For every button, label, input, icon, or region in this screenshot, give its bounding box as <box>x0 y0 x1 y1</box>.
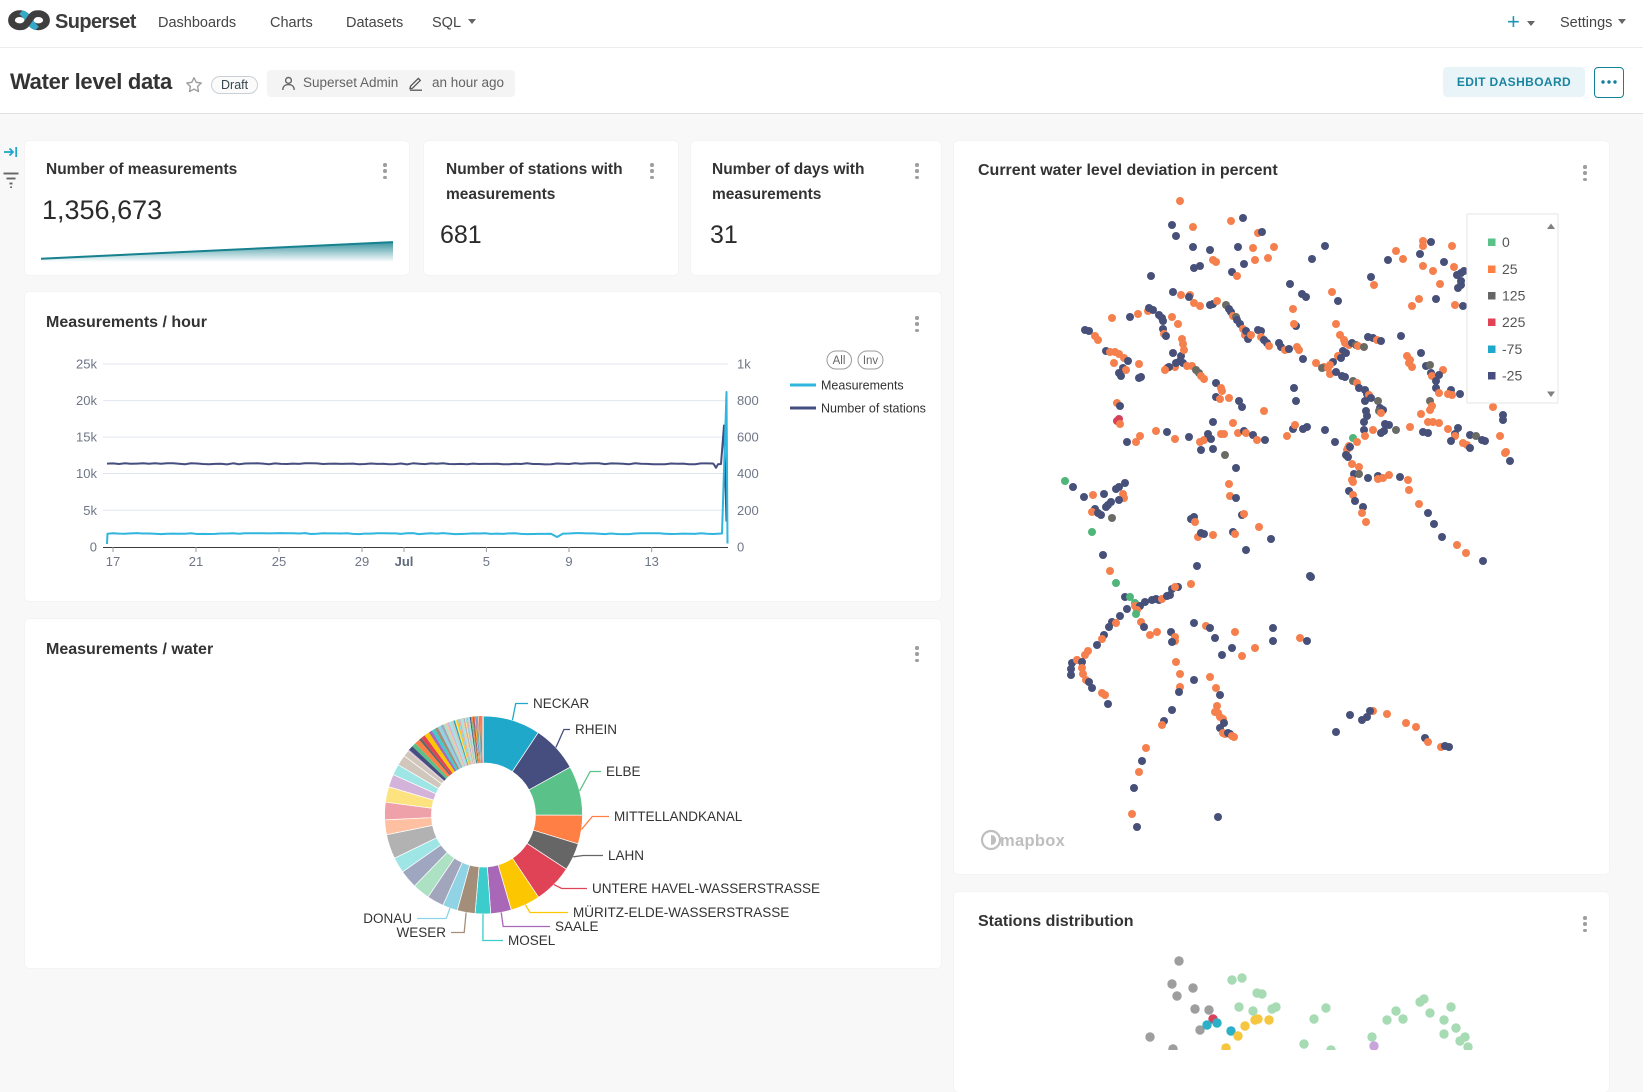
svg-text:800: 800 <box>737 393 759 408</box>
svg-text:25: 25 <box>1502 261 1518 277</box>
svg-text:Jul: Jul <box>395 554 414 569</box>
svg-text:600: 600 <box>737 430 759 445</box>
svg-text:WESER: WESER <box>396 925 446 940</box>
svg-text:21: 21 <box>189 554 203 569</box>
svg-text:UNTERE HAVEL-WASSERSTRASSE: UNTERE HAVEL-WASSERSTRASSE <box>592 881 820 896</box>
svg-text:17: 17 <box>106 554 120 569</box>
svg-text:Measurements: Measurements <box>821 379 904 393</box>
svg-text:25: 25 <box>272 554 286 569</box>
svg-text:MITTELLANDKANAL: MITTELLANDKANAL <box>614 809 743 824</box>
svg-text:-25: -25 <box>1502 368 1522 384</box>
svg-text:0: 0 <box>1502 234 1510 250</box>
svg-text:9: 9 <box>565 554 572 569</box>
svg-text:-75: -75 <box>1502 341 1522 357</box>
svg-text:10k: 10k <box>76 466 97 481</box>
svg-text:0: 0 <box>737 540 744 555</box>
svg-text:DONAU: DONAU <box>363 911 412 926</box>
svg-text:RHEIN: RHEIN <box>575 722 617 737</box>
svg-text:SAALE: SAALE <box>555 919 599 934</box>
svg-text:Number of stations: Number of stations <box>821 402 926 416</box>
svg-text:All: All <box>833 355 846 367</box>
svg-text:NECKAR: NECKAR <box>533 696 590 711</box>
svg-text:25k: 25k <box>76 357 97 372</box>
svg-text:ELBE: ELBE <box>606 764 641 779</box>
svg-text:13: 13 <box>644 554 658 569</box>
svg-text:15k: 15k <box>76 430 97 445</box>
svg-text:MÜRITZ-ELDE-WASSERSTRASSE: MÜRITZ-ELDE-WASSERSTRASSE <box>573 905 789 920</box>
svg-text:1k: 1k <box>737 357 751 372</box>
svg-text:20k: 20k <box>76 393 97 408</box>
svg-text:LAHN: LAHN <box>608 848 644 863</box>
svg-text:5k: 5k <box>83 503 97 518</box>
svg-text:125: 125 <box>1502 288 1526 304</box>
svg-text:mapbox: mapbox <box>1000 832 1066 850</box>
svg-text:0: 0 <box>90 540 97 555</box>
svg-text:MOSEL: MOSEL <box>508 933 556 948</box>
svg-text:Inv: Inv <box>863 355 879 367</box>
svg-text:5: 5 <box>483 554 490 569</box>
svg-text:200: 200 <box>737 503 759 518</box>
svg-text:225: 225 <box>1502 314 1526 330</box>
svg-text:29: 29 <box>355 554 369 569</box>
svg-text:400: 400 <box>737 466 759 481</box>
